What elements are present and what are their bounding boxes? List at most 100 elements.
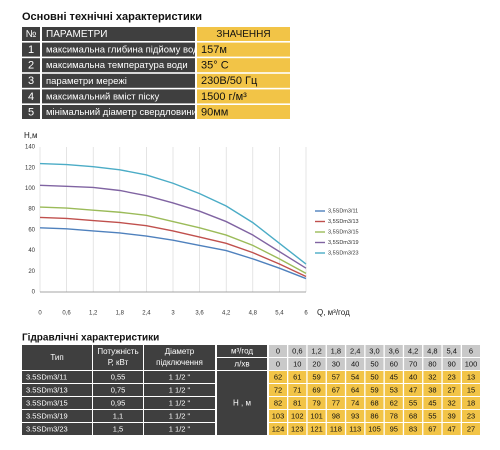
head-value: 67 [428,424,436,433]
head-value-bg [269,397,287,409]
spec-header: ПАРАМЕТРИ [46,29,108,40]
head-value: 81 [293,398,301,407]
flow-m3: 1,2 [311,346,321,355]
head-value: 13 [467,372,475,381]
head-value: 98 [332,411,340,420]
head-value: 23 [467,411,475,420]
head-value: 47 [409,385,417,394]
flow-m3-bg [307,345,326,357]
head-value-bg [442,371,461,383]
pump-power-bg [93,410,143,422]
head-value: 39 [448,411,456,420]
head-value-bg [307,410,326,422]
spec-param: параметри мережі [46,76,127,87]
series-line [39,206,307,274]
flow-l-header-bg [217,358,267,370]
head-value: 15 [467,385,475,394]
pump-power: 1,5 [113,424,123,433]
head-value: 82 [274,398,282,407]
spec-value: 230В/50 Гц [201,75,258,87]
flow-l-bg [326,358,345,370]
head-value-bg [384,423,403,435]
x-tick-label: 1,2 [89,311,98,317]
legend-label: 3,5SDm3/15 [328,229,359,235]
head-value: 113 [349,424,361,433]
flow-m3-bg [384,345,403,357]
spec-num-bg [22,58,40,73]
legend-label: 3,5SDm3/19 [328,240,359,246]
head-value-bg [307,371,326,383]
head-value: 27 [467,424,475,433]
spec-value: 157м [201,44,227,56]
flow-l: 20 [312,359,320,368]
head-value: 93 [351,411,359,420]
flow-l-bg [307,358,326,370]
head-value-bg [423,423,442,435]
flow-m3-bg [365,345,384,357]
flow-m3: 4,2 [408,346,418,355]
spec-value-bg [197,105,290,119]
head-value: 68 [370,398,378,407]
head-value-bg [423,384,442,396]
pump-diameter-bg [144,410,215,422]
flow-l: 80 [428,359,436,368]
head-value-bg [326,410,345,422]
pump-power-bg [93,384,143,396]
head-value-bg [269,410,287,422]
head-value-bg [346,371,365,383]
pump-power-bg [93,423,143,435]
head-value: 55 [428,411,436,420]
diameter-header: підключення [156,358,203,367]
head-value: 83 [409,424,417,433]
head-value: 45 [428,398,436,407]
head-value: 62 [390,398,398,407]
head-value-bg [384,397,403,409]
pump-diameter: 1 1/2 " [169,411,191,420]
flow-m3: 0 [276,346,280,355]
x-tick-label: 3,6 [195,311,204,317]
flow-l-bg [346,358,365,370]
spec-value: 1500 г/м³ [201,91,247,103]
x-tick-label: 5,4 [275,311,284,317]
flow-m3: 6 [469,346,473,355]
spec-param: максимальна глибина підйому води [46,45,204,56]
spec-param-bg [42,73,195,88]
y-tick-label: 40 [28,248,35,254]
spec-num: 4 [28,91,34,103]
power-header: Потужність [97,347,138,356]
head-value-bg [404,384,423,396]
head-value-bg [346,397,365,409]
head-value: 123 [291,424,304,433]
pump-diameter-bg [144,397,215,409]
y-tick-label: 140 [25,145,36,151]
diameter-header-bg [144,345,215,370]
head-value-bg [365,384,384,396]
head-value: 59 [370,385,378,394]
flow-l: 60 [390,359,398,368]
head-value-bg [326,384,345,396]
head-value-bg [404,371,423,383]
head-value-bg [384,384,403,396]
head-value-bg [365,410,384,422]
head-value-bg [423,397,442,409]
flow-m3-bg [269,345,287,357]
head-value: 121 [310,424,323,433]
head-value-bg [404,397,423,409]
power-header: Р, кВт [108,358,129,367]
head-value-bg [346,384,365,396]
pump-type: 3.5SDm3/15 [26,398,68,407]
spec-header-bg [197,27,290,41]
x-tick-label: 4,2 [222,311,231,317]
head-value: 50 [370,372,378,381]
flow-l: 70 [409,359,417,368]
head-value-bg [462,371,480,383]
flow-m3: 5,4 [446,346,456,355]
pump-power-bg [93,397,143,409]
spec-num-bg [22,73,40,88]
spec-value: 90мм [201,106,228,118]
head-value-bg [365,397,384,409]
head-value-bg [442,410,461,422]
head-value: 32 [428,372,436,381]
head-value-bg [326,371,345,383]
